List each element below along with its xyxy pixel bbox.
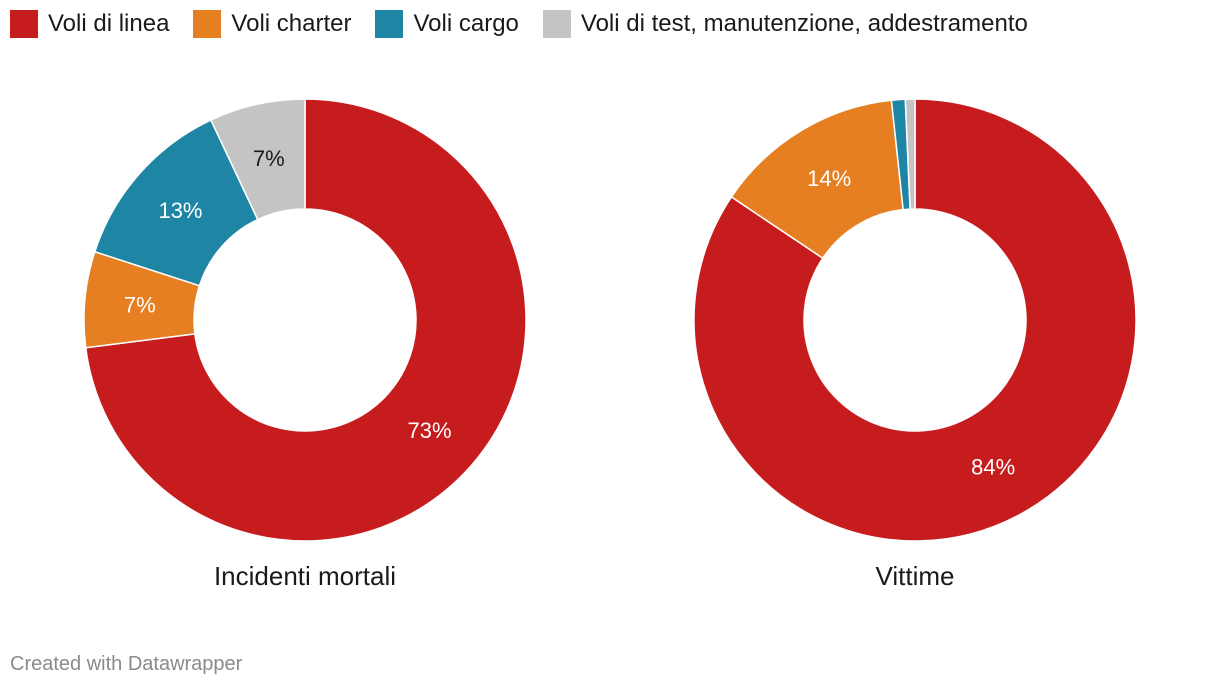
legend-label: Voli charter xyxy=(231,10,352,37)
legend-swatch xyxy=(542,10,571,38)
legend-swatch xyxy=(193,10,222,38)
slice-data-label: 84% xyxy=(971,454,1015,479)
footer-credit: Created with Datawrapper xyxy=(10,653,243,675)
slice-data-label: 73% xyxy=(407,418,451,443)
legend-item-voli-charter: Voli charter xyxy=(193,10,351,38)
legend-label: Voli cargo xyxy=(413,10,519,37)
slice-data-label: 13% xyxy=(158,198,202,223)
legend-swatch xyxy=(375,10,404,38)
donut-slice-4 xyxy=(209,98,306,221)
donut-chart-vittime: 84% 14% Vittime xyxy=(693,98,1137,591)
slice-data-label: 14% xyxy=(807,166,851,191)
slice-data-label: 7% xyxy=(124,292,156,317)
legend-swatch xyxy=(10,10,38,38)
donut-slice-1 xyxy=(84,98,527,542)
slice-data-label: 7% xyxy=(253,146,285,171)
donut-chart-incidenti-mortali: 73% 7% 13% 7% Incidenti mortali xyxy=(83,98,527,591)
legend-item-voli-cargo: Voli cargo xyxy=(375,10,519,38)
donut-slice-1 xyxy=(693,98,1137,542)
legend: Voli di linea Voli charter Voli cargo Vo… xyxy=(10,8,1028,40)
chart-title: Incidenti mortali xyxy=(214,561,396,591)
legend-item-voli-di-test: Voli di test, manutenzione, addestrament… xyxy=(542,10,1028,38)
legend-item-voli-di-linea: Voli di linea xyxy=(10,10,169,38)
donut-slice-4 xyxy=(904,98,916,210)
legend-label: Voli di linea xyxy=(48,10,170,37)
chart-title: Vittime xyxy=(876,561,955,591)
legend-label: Voli di test, manutenzione, addestrament… xyxy=(580,10,1028,37)
